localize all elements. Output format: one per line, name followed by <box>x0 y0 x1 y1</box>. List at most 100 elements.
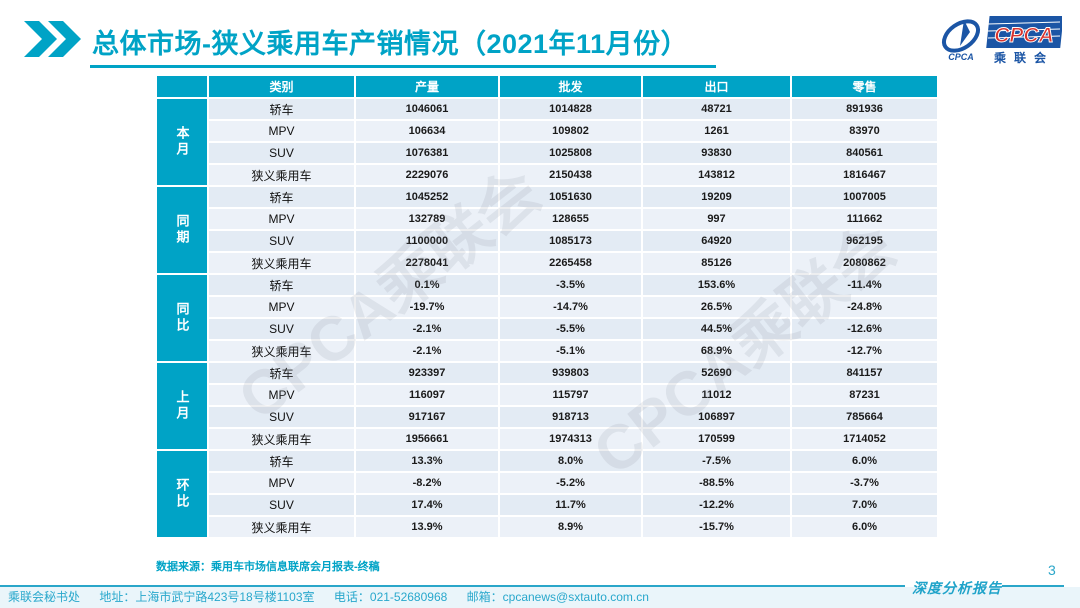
value-cell: 106897 <box>643 407 790 427</box>
category-cell: SUV <box>209 143 354 163</box>
value-cell: 1045252 <box>356 187 498 207</box>
value-cell: 1100000 <box>356 231 498 251</box>
footer-phone: 电话：021-52680968 <box>333 590 448 604</box>
value-cell: 8.0% <box>500 451 641 471</box>
value-cell: 2080862 <box>792 253 937 273</box>
value-cell: 13.3% <box>356 451 498 471</box>
svg-text:CPCA: CPCA <box>948 52 974 62</box>
logo-wordmark: CPCA 乘联会 <box>986 16 1062 65</box>
value-cell: 170599 <box>643 429 790 449</box>
value-cell: 1956661 <box>356 429 498 449</box>
table-row: 环比 轿车 13.3% 8.0% -7.5% 6.0% <box>157 451 937 537</box>
column-header: 类别 <box>209 76 354 97</box>
table-header-row: 类别 产量 批发 出口 零售 <box>157 76 937 97</box>
category-cell: MPV <box>209 121 354 141</box>
value-cell: 1085173 <box>500 231 641 251</box>
value-cell: 2229076 <box>356 165 498 185</box>
value-cell: 68.9% <box>643 341 790 361</box>
table-row: MPV -19.7% -14.7% 26.5% -24.8% <box>157 297 937 317</box>
value-cell: 1025808 <box>500 143 641 163</box>
column-header: 出口 <box>643 76 790 97</box>
value-cell: 48721 <box>643 99 790 119</box>
value-cell: 1051630 <box>500 187 641 207</box>
table-row: MPV 106634 109802 1261 83970 <box>157 121 937 141</box>
value-cell: -24.8% <box>792 297 937 317</box>
value-cell: 11012 <box>643 385 790 405</box>
value-cell: -8.2% <box>356 473 498 493</box>
table-row: 上月 轿车 923397 939803 52690 841157 <box>157 363 937 449</box>
category-cell: 狭义乘用车 <box>209 165 354 185</box>
column-header: 批发 <box>500 76 641 97</box>
value-cell: -15.7% <box>643 517 790 537</box>
value-cell: -88.5% <box>643 473 790 493</box>
table-row: 同比 轿车 0.1% -3.5% 153.6% -11.4% <box>157 275 937 361</box>
table-row: MPV 132789 128655 997 111662 <box>157 209 937 229</box>
category-cell: SUV <box>209 319 354 339</box>
table-row: 狭义乘用车 2229076 2150438 143812 1816467 <box>157 165 937 185</box>
page-number: 3 <box>1048 562 1056 578</box>
table-corner-cell <box>157 76 207 97</box>
category-cell: SUV <box>209 495 354 515</box>
value-cell: -3.5% <box>500 275 641 295</box>
footer-org: 乘联会秘书处 <box>8 590 81 604</box>
page-title: 总体市场-狭义乘用车产销情况（2021年11月份） <box>90 22 717 68</box>
value-cell: 962195 <box>792 231 937 251</box>
table-row: 同期 轿车 1045252 1051630 19209 1007005 <box>157 187 937 273</box>
value-cell: 19209 <box>643 187 790 207</box>
value-cell: 153.6% <box>643 275 790 295</box>
table-row: 狭义乘用车 2278041 2265458 85126 2080862 <box>157 253 937 273</box>
value-cell: 64920 <box>643 231 790 251</box>
value-cell: -12.6% <box>792 319 937 339</box>
value-cell: -7.5% <box>643 451 790 471</box>
value-cell: -5.2% <box>500 473 641 493</box>
value-cell: 13.9% <box>356 517 498 537</box>
value-cell: -14.7% <box>500 297 641 317</box>
value-cell: 1816467 <box>792 165 937 185</box>
value-cell: 111662 <box>792 209 937 229</box>
value-cell: 109802 <box>500 121 641 141</box>
value-cell: 132789 <box>356 209 498 229</box>
data-source-note: 数据来源：乘用车市场信息联席会月报表-终稿 <box>156 561 380 573</box>
category-cell: MPV <box>209 473 354 493</box>
value-cell: 106634 <box>356 121 498 141</box>
value-cell: 116097 <box>356 385 498 405</box>
value-cell: 8.9% <box>500 517 641 537</box>
value-cell: 6.0% <box>792 517 937 537</box>
value-cell: 785664 <box>792 407 937 427</box>
row-group-label: 同比 <box>157 275 207 361</box>
footer-rule-right <box>1002 585 1064 587</box>
category-cell: 轿车 <box>209 99 354 119</box>
production-sales-table: 类别 产量 批发 出口 零售 本月 轿车 1046061 1014828 48721 891936… <box>155 74 939 539</box>
value-cell: 26.5% <box>643 297 790 317</box>
value-cell: 917167 <box>356 407 498 427</box>
footer-rule-left <box>0 585 905 587</box>
table-row: MPV -8.2% -5.2% -88.5% -3.7% <box>157 473 937 493</box>
slide-header: 总体市场-狭义乘用车产销情况（2021年11月份） CPCA CPCA 乘联会 <box>0 0 1080 72</box>
value-cell: -2.1% <box>356 341 498 361</box>
row-group-label: 本月 <box>157 99 207 185</box>
value-cell: -12.2% <box>643 495 790 515</box>
value-cell: 143812 <box>643 165 790 185</box>
value-cell: -2.1% <box>356 319 498 339</box>
category-cell: 狭义乘用车 <box>209 517 354 537</box>
value-cell: -5.5% <box>500 319 641 339</box>
table-row: SUV -2.1% -5.5% 44.5% -12.6% <box>157 319 937 339</box>
category-cell: MPV <box>209 297 354 317</box>
value-cell: 52690 <box>643 363 790 383</box>
value-cell: 918713 <box>500 407 641 427</box>
svg-text:乘联会: 乘联会 <box>993 50 1054 65</box>
value-cell: 85126 <box>643 253 790 273</box>
value-cell: 1007005 <box>792 187 937 207</box>
logo-swoosh-icon: CPCA <box>941 19 981 62</box>
value-cell: 87231 <box>792 385 937 405</box>
row-group-label: 上月 <box>157 363 207 449</box>
value-cell: 2150438 <box>500 165 641 185</box>
value-cell: 2278041 <box>356 253 498 273</box>
double-chevron-icon <box>24 21 81 57</box>
table-row: 本月 轿车 1046061 1014828 48721 891936 <box>157 99 937 185</box>
value-cell: 115797 <box>500 385 641 405</box>
category-cell: 狭义乘用车 <box>209 341 354 361</box>
report-type-label: 深度分析报告 <box>912 582 1002 597</box>
value-cell: 11.7% <box>500 495 641 515</box>
value-cell: 841157 <box>792 363 937 383</box>
